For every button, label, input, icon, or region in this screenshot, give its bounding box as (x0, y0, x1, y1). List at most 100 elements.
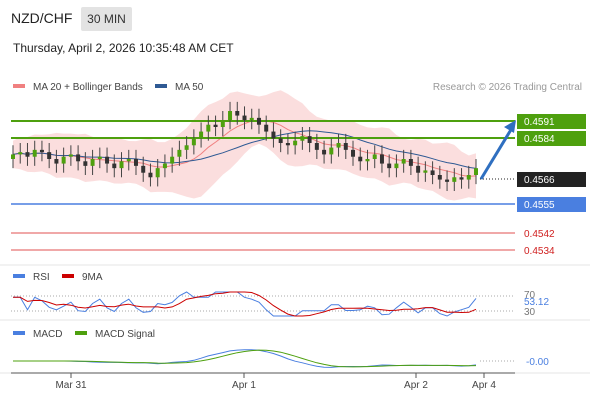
candle-body (162, 163, 167, 169)
candle-body (199, 131, 204, 139)
candle-body (408, 159, 413, 166)
rsi-ma-line (13, 291, 477, 317)
macd-line (13, 349, 477, 368)
candle-body (256, 117, 261, 125)
credit-label: Research © 2026 Trading Central (433, 82, 582, 93)
svg-text:0.4591: 0.4591 (524, 117, 555, 128)
rsi-line (13, 291, 477, 317)
candle-body (365, 159, 370, 162)
candle-body (372, 154, 377, 159)
candle-body (379, 154, 384, 164)
symbol-title: NZD/CHF (11, 10, 73, 26)
candle-body (68, 154, 73, 157)
candle-body (300, 136, 305, 141)
candle-body (271, 131, 276, 139)
candle-body (314, 143, 319, 150)
chart-header: NZD/CHF 30 MIN (0, 0, 590, 34)
macd-legend-swatch (13, 331, 25, 335)
candle-body (293, 140, 298, 146)
datetime-label: Thursday, April 2, 2026 10:35:48 AM CET (13, 41, 234, 55)
candle-body (191, 138, 196, 146)
candle-body (358, 156, 363, 162)
svg-text:0.4566: 0.4566 (524, 175, 555, 186)
candle-body (220, 120, 225, 127)
candle-body (466, 175, 471, 180)
x-tick-label: Apr 4 (472, 380, 496, 391)
candle-body (155, 168, 160, 178)
macd-legend-label: MACD (33, 329, 62, 340)
candle-body (206, 124, 211, 132)
candle-body (249, 117, 254, 121)
candle-body (54, 159, 59, 164)
x-tick-label: Apr 1 (232, 380, 256, 391)
candle-body (278, 138, 283, 143)
candle-body (228, 111, 233, 121)
candle-body (459, 177, 464, 180)
candle-body (11, 154, 15, 159)
candle-body (170, 156, 175, 164)
candle-body (39, 149, 44, 153)
candle-body (47, 152, 52, 159)
candle-body (133, 159, 138, 166)
candle-body (184, 145, 189, 150)
candle-body (329, 147, 334, 155)
candle-body (343, 143, 348, 150)
forecast-arrow-head (504, 120, 516, 133)
candle-body (97, 156, 102, 159)
level-label-0584: 0.4584 (517, 131, 586, 146)
candle-body (76, 154, 81, 162)
candle-body (32, 149, 37, 157)
rsi-ma-legend-swatch (62, 274, 74, 278)
candle-body (452, 177, 457, 182)
macd-signal-legend-swatch (75, 331, 87, 335)
candle-body (148, 172, 153, 178)
candle-body (126, 159, 131, 162)
rsi-legend-label: RSI (33, 272, 50, 283)
candle-body (474, 168, 478, 175)
candle-body (401, 159, 406, 164)
candle-body (141, 165, 146, 173)
candle-body (336, 143, 341, 148)
candle-body (307, 136, 312, 143)
x-tick-label: Apr 2 (404, 380, 428, 391)
candle-body (119, 161, 124, 169)
x-axis-ticks: Mar 31 Apr 1 Apr 2 Apr 4 (55, 373, 496, 391)
rsi-upper-label: 70 (524, 290, 536, 301)
candle-body (387, 163, 392, 169)
level-label-0534: 0.4534 (524, 246, 555, 257)
forecast-arrow-shaft (479, 127, 514, 180)
candle-body (264, 124, 269, 132)
rsi-ma-legend-label: 9MA (82, 272, 103, 283)
level-label-0555: 0.4555 (517, 197, 586, 212)
candle-body (105, 156, 110, 164)
ma50-line (12, 130, 477, 169)
candle-body (322, 149, 327, 155)
candle-body (430, 170, 435, 175)
candle-body (423, 170, 428, 173)
level-label-0542: 0.4542 (524, 229, 555, 240)
ma50-legend-label: MA 50 (175, 82, 204, 93)
rsi-legend-swatch (13, 274, 25, 278)
level-label-current: 0.4566 (517, 172, 586, 187)
svg-text:0.4555: 0.4555 (524, 200, 555, 211)
timeframe-badge[interactable]: 30 MIN (81, 7, 132, 31)
rsi-value-label: 53.12 (524, 297, 549, 308)
macd-value-label: -0.00 (526, 357, 549, 368)
candle-body (351, 149, 356, 157)
bollinger-legend-label: MA 20 + Bollinger Bands (33, 82, 143, 93)
candle-body (285, 143, 290, 146)
candle-body (177, 149, 182, 157)
candle-body (213, 124, 218, 127)
level-label-0591: 0.4591 (517, 114, 586, 129)
candle-body (394, 163, 399, 169)
macd-signal-legend-label: MACD Signal (95, 329, 155, 340)
candle-body (445, 179, 450, 182)
rsi-lower-label: 30 (524, 307, 536, 318)
candle-body (18, 152, 23, 155)
candle-body (242, 115, 247, 121)
candle-body (235, 111, 240, 116)
bollinger-legend-swatch (13, 84, 25, 88)
candle-body (112, 163, 117, 169)
candle-body (25, 152, 30, 157)
